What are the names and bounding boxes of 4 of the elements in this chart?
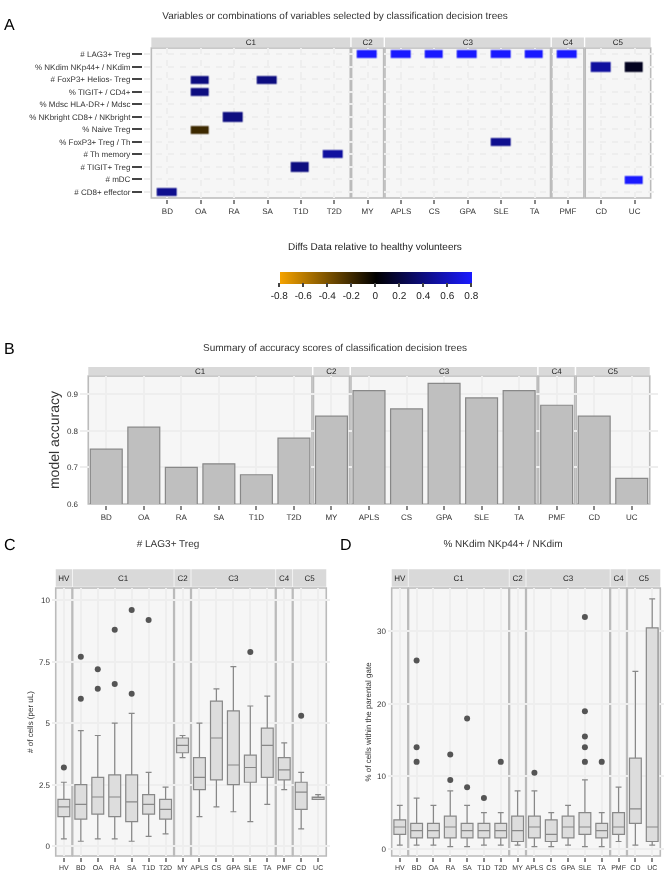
text: A [4, 16, 16, 34]
text: C [4, 536, 16, 554]
text: D [340, 536, 352, 554]
text: B [4, 340, 15, 358]
